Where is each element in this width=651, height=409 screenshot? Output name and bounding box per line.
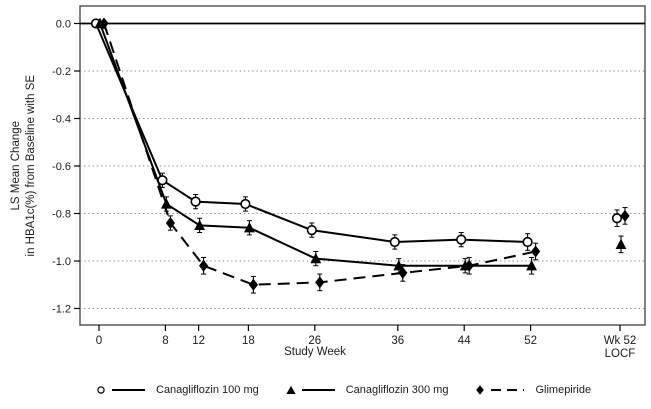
- tick-label: 52: [524, 335, 537, 347]
- filled-triangle-marker: [310, 252, 322, 264]
- filled-diamond-marker: [620, 209, 630, 222]
- filled-diamond-marker: [464, 259, 474, 272]
- filled-triangle-marker: [615, 238, 627, 249]
- open-circle-marker: [389, 236, 400, 248]
- tick-label: 0.0: [56, 19, 71, 31]
- tick-label: -1.0: [52, 256, 71, 268]
- filled-diamond-marker: [165, 217, 175, 229]
- open-circle-marker: [240, 198, 251, 210]
- open-circle-marker: [456, 234, 467, 245]
- open-circle-marker: [190, 196, 201, 207]
- series-canagliflozin-100-mg: [90, 18, 623, 251]
- legend-label: Glimepiride: [535, 384, 592, 396]
- series-canagliflozin-300-mg: [94, 17, 627, 275]
- filled-diamond-marker: [99, 17, 109, 30]
- open-circle-marker: [522, 236, 533, 248]
- tick-label: -0.6: [52, 161, 71, 173]
- tick-label: 8: [162, 335, 168, 347]
- legend-label: Canagliflozin 100 mg: [156, 384, 259, 396]
- legend-item-glimepiride: Glimepiride: [474, 383, 591, 397]
- tick-label: -0.8: [52, 209, 71, 221]
- tick-label: -1.2: [52, 304, 71, 316]
- series-line-canagliflozin-100-mg: [95, 23, 528, 244]
- tick-label: 26: [308, 335, 321, 347]
- filled-diamond-marker: [315, 276, 325, 289]
- filled-diamond-marker: [398, 266, 408, 279]
- tick-label: 12: [192, 335, 205, 347]
- filled-triangle-marker: [194, 219, 205, 230]
- open-circle-solid-line-icon: [97, 386, 145, 394]
- legend-item-canagliflozin-100mg: Canagliflozin 100 mg: [95, 383, 259, 397]
- filled-triangle-solid-line-icon: [286, 385, 335, 394]
- series-glimepiride: [99, 17, 630, 294]
- x-axis-title: Study Week: [284, 346, 346, 358]
- tick-label: LOCF: [605, 348, 636, 360]
- tick-label: 18: [242, 335, 255, 347]
- filled-diamond-marker: [248, 278, 258, 291]
- filled-triangle-marker: [244, 221, 255, 233]
- tick-label: 44: [458, 335, 471, 347]
- filled-triangle-marker: [161, 198, 172, 209]
- filled-diamond-marker: [199, 259, 209, 272]
- series-line-canagliflozin-300-mg: [99, 23, 532, 267]
- series-line-glimepiride: [103, 23, 536, 286]
- legend-label: Canagliflozin 300 mg: [345, 384, 449, 396]
- open-circle-marker: [306, 225, 317, 236]
- filled-diamond-dashed-line-icon: [476, 385, 525, 395]
- tick-label: -0.4: [52, 114, 71, 126]
- y-axis: 0.0 -0.2 -0.4 -0.6 -0.8 -1.0 -1.2: [52, 19, 645, 316]
- open-circle-marker: [611, 213, 623, 224]
- tick-label: Wk 52: [604, 335, 637, 347]
- legend-item-canagliflozin-300mg: Canagliflozin 300 mg: [285, 383, 449, 397]
- legend: Canagliflozin 100 mg Canagliflozin 300 m…: [95, 383, 591, 397]
- filled-diamond-marker: [531, 245, 541, 258]
- filled-triangle-marker: [393, 259, 405, 271]
- tick-label: 0: [96, 335, 102, 347]
- tick-label: 36: [391, 335, 404, 347]
- filled-triangle-marker: [526, 259, 537, 271]
- tick-label: -0.2: [52, 66, 71, 78]
